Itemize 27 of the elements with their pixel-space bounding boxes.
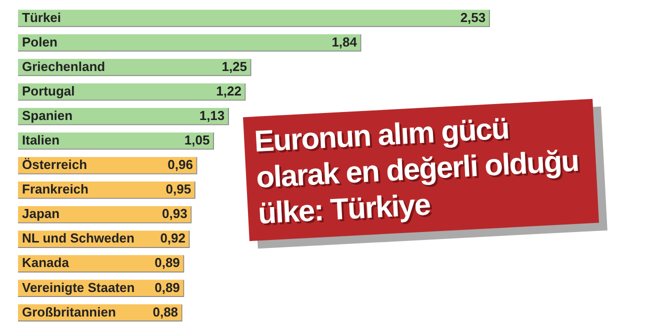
data-label: 1,13 [199, 108, 225, 123]
y-tick-label: NL und Schweden [22, 230, 134, 246]
data-label: 2,53 [460, 10, 486, 25]
y-tick-label: Türkei [22, 10, 62, 25]
y-tick-label: Italien [22, 132, 60, 148]
data-label: 0,92 [160, 230, 186, 246]
data-label: 0,89 [154, 255, 180, 270]
y-tick-label: Polen [22, 34, 58, 50]
y-tick-label: Österreich [22, 157, 88, 172]
y-tick-label: Japan [22, 206, 60, 222]
data-label: 0,88 [152, 304, 178, 320]
data-label: 0,89 [154, 280, 180, 295]
data-label: 1,05 [184, 132, 210, 148]
data-label: 0,95 [166, 182, 192, 197]
y-tick-label: Griechenland [22, 58, 106, 74]
y-tick-label: Vereinigte Staaten [22, 280, 135, 295]
y-tick-label: Portugal [22, 83, 75, 98]
data-label: 1,22 [216, 83, 242, 98]
y-tick-label: Kanada [22, 255, 70, 270]
text: Euronun alım gücü olarak en değerli olduğu ülke: Türkiye [253, 111, 580, 233]
data-label: 1,25 [222, 58, 248, 74]
y-tick-label: Frankreich [22, 182, 89, 197]
data-label: 0,93 [162, 206, 188, 222]
data-label: 0,96 [168, 157, 193, 172]
y-tick-label: Großbritannien [22, 304, 116, 320]
y-tick-label: Spanien [22, 108, 73, 123]
data-label: 1,84 [332, 34, 358, 50]
